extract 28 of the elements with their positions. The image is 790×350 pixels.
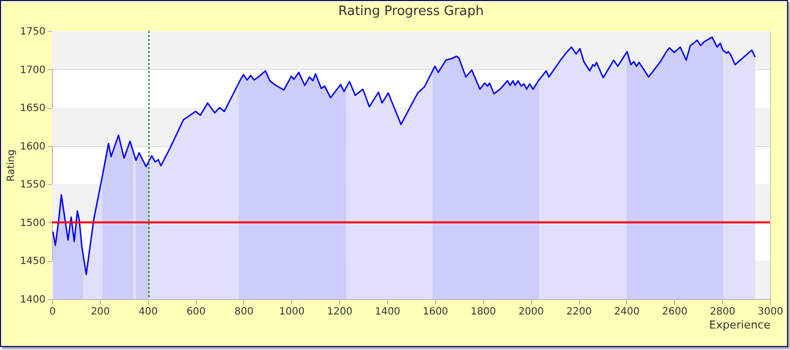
- line-series: [52, 36, 756, 276]
- x-tick-label: 2600: [662, 306, 688, 318]
- x-tick-label: 400: [138, 306, 158, 318]
- y-tick-label: 1750: [20, 26, 46, 38]
- x-tick-label: 800: [234, 306, 254, 318]
- x-tick-label: 1000: [279, 306, 305, 318]
- x-tick-label: 3000: [758, 306, 784, 318]
- chart-title: Rating Progress Graph: [338, 4, 484, 19]
- x-tick-label: 600: [186, 306, 206, 318]
- y-tick-label: 1500: [20, 218, 46, 229]
- y-tick-label: 1550: [20, 180, 46, 191]
- x-tick-label: 2400: [614, 306, 640, 318]
- x-axis-title: Experience: [709, 318, 771, 332]
- x-tick-label: 200: [90, 306, 110, 318]
- y-tick-label: 1700: [20, 64, 46, 76]
- x-tick-label: 2000: [518, 306, 544, 318]
- x-tick-label: 1400: [374, 306, 400, 318]
- y-tick-label: 1450: [20, 256, 46, 268]
- x-tick-label: 1800: [470, 306, 496, 318]
- x-tick-label: 1600: [422, 306, 448, 318]
- x-tick-label: 1200: [326, 306, 352, 318]
- y-tick-label: 1600: [20, 141, 46, 152]
- x-tick-label: 0: [49, 306, 56, 318]
- x-tick-label: 2200: [566, 306, 592, 318]
- x-tick-label: 2800: [710, 306, 736, 318]
- y-tick-label: 1650: [20, 103, 46, 114]
- y-tick-label: 1400: [20, 294, 46, 306]
- y-axis-title: Rating: [6, 149, 18, 182]
